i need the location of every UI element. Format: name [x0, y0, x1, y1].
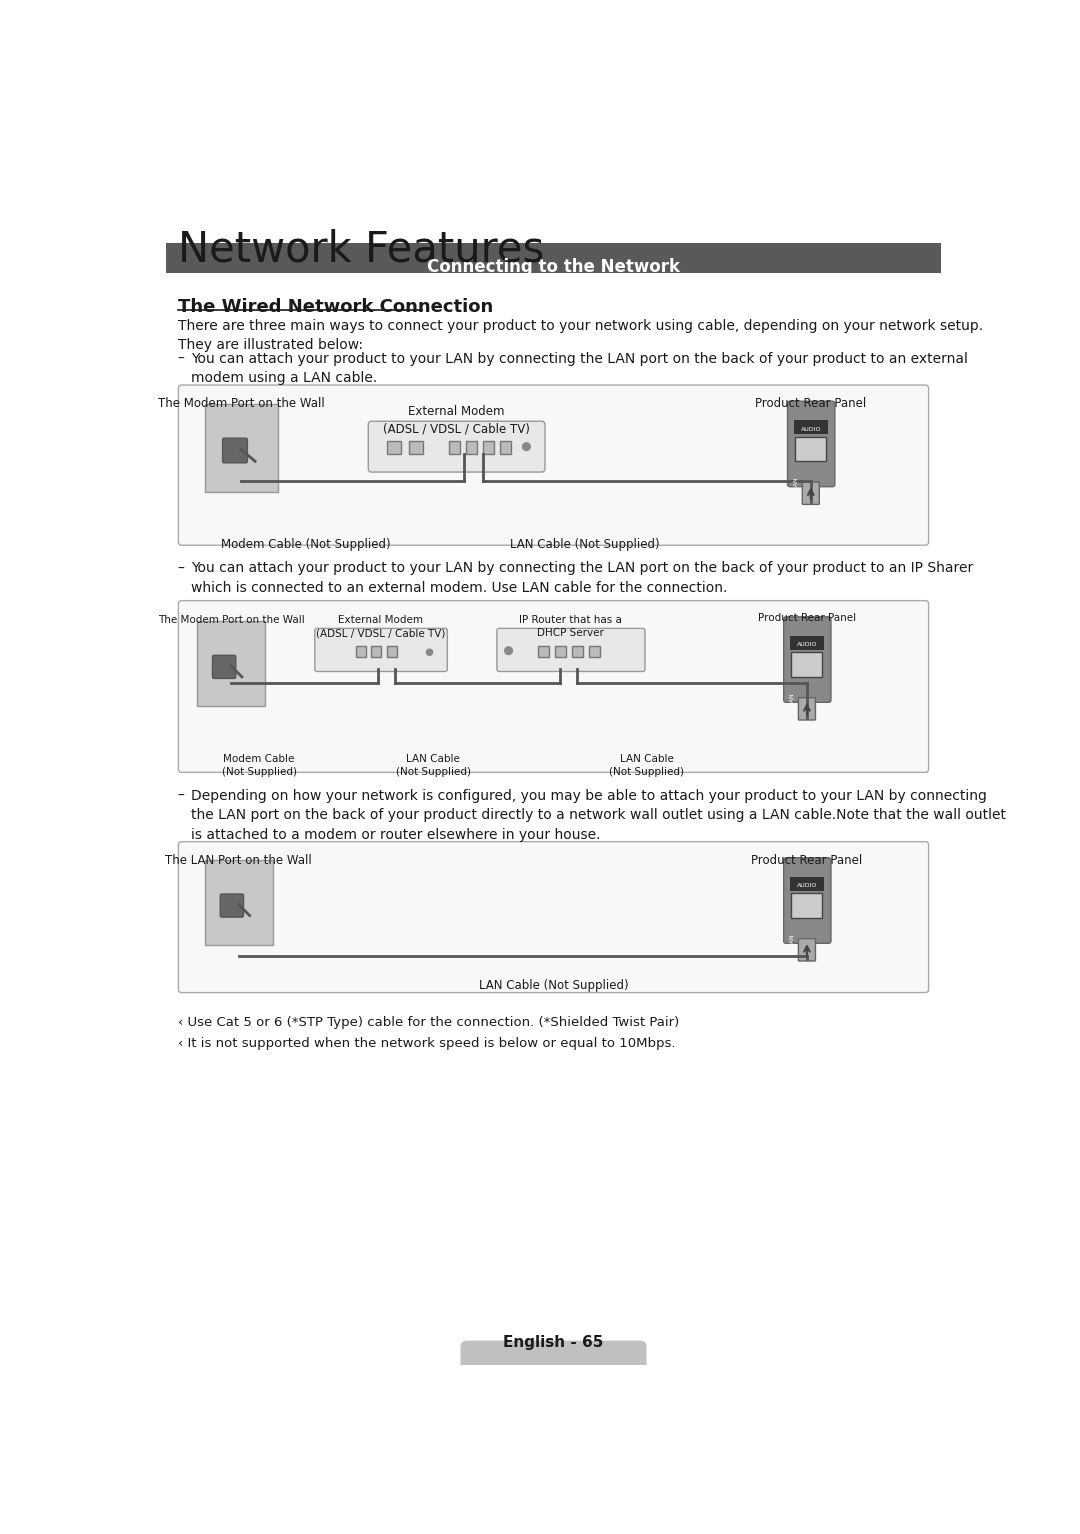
Text: Modem Cable
(Not Supplied): Modem Cable (Not Supplied) [221, 753, 297, 778]
FancyBboxPatch shape [372, 646, 381, 657]
Text: AUDIO: AUDIO [800, 426, 821, 431]
FancyBboxPatch shape [798, 698, 815, 719]
FancyBboxPatch shape [792, 652, 823, 676]
FancyBboxPatch shape [802, 482, 820, 505]
FancyBboxPatch shape [784, 617, 831, 703]
FancyBboxPatch shape [794, 420, 828, 434]
FancyBboxPatch shape [356, 646, 366, 657]
FancyBboxPatch shape [408, 442, 422, 454]
Text: –: – [177, 351, 185, 367]
Text: LAN Cable (Not Supplied): LAN Cable (Not Supplied) [478, 979, 629, 991]
FancyBboxPatch shape [178, 601, 929, 772]
FancyBboxPatch shape [220, 894, 243, 917]
Text: External Modem
(ADSL / VDSL / Cable TV): External Modem (ADSL / VDSL / Cable TV) [316, 615, 445, 638]
Text: The Wired Network Connection: The Wired Network Connection [177, 298, 492, 316]
Text: LAN Cable
(Not Supplied): LAN Cable (Not Supplied) [396, 753, 471, 778]
Circle shape [504, 647, 512, 655]
FancyBboxPatch shape [387, 442, 401, 454]
Text: You can attach your product to your LAN by connecting the LAN port on the back o: You can attach your product to your LAN … [191, 351, 968, 385]
Text: LAN Cable
(Not Supplied): LAN Cable (Not Supplied) [609, 753, 684, 778]
Text: LAN Cable (Not Supplied): LAN Cable (Not Supplied) [510, 538, 659, 551]
FancyBboxPatch shape [784, 858, 831, 943]
FancyBboxPatch shape [483, 442, 494, 454]
FancyBboxPatch shape [500, 442, 511, 454]
FancyBboxPatch shape [572, 646, 583, 657]
Text: Depending on how your network is configured, you may be able to attach your prod: Depending on how your network is configu… [191, 788, 1005, 842]
FancyBboxPatch shape [314, 629, 447, 672]
Text: External Modem
(ADSL / VDSL / Cable TV): External Modem (ADSL / VDSL / Cable TV) [383, 405, 530, 436]
Text: –: – [177, 788, 185, 802]
Text: Product Rear Panel: Product Rear Panel [755, 397, 866, 411]
Text: ‹ It is not supported when the network speed is below or equal to 10Mbps.: ‹ It is not supported when the network s… [177, 1037, 675, 1051]
Text: –: – [177, 561, 185, 575]
FancyBboxPatch shape [166, 244, 941, 273]
FancyBboxPatch shape [460, 1341, 647, 1384]
FancyBboxPatch shape [792, 893, 823, 917]
FancyBboxPatch shape [205, 861, 273, 945]
Text: Connecting to the Network: Connecting to the Network [427, 258, 680, 276]
Text: AUDIO: AUDIO [797, 643, 818, 647]
FancyBboxPatch shape [798, 939, 815, 960]
Text: ‹ Use Cat 5 or 6 (*STP Type) cable for the connection. (*Shielded Twist Pair): ‹ Use Cat 5 or 6 (*STP Type) cable for t… [177, 1016, 679, 1029]
Text: Network Features: Network Features [177, 229, 544, 270]
FancyBboxPatch shape [222, 439, 247, 463]
FancyBboxPatch shape [178, 842, 929, 992]
Text: The LAN Port on the Wall: The LAN Port on the Wall [165, 854, 312, 867]
FancyBboxPatch shape [555, 646, 566, 657]
Text: LAN: LAN [794, 477, 799, 489]
Text: You can attach your product to your LAN by connecting the LAN port on the back o: You can attach your product to your LAN … [191, 561, 973, 595]
FancyBboxPatch shape [590, 646, 600, 657]
FancyBboxPatch shape [197, 621, 266, 706]
Text: Product Rear Panel: Product Rear Panel [752, 854, 863, 867]
FancyBboxPatch shape [178, 385, 929, 545]
FancyBboxPatch shape [213, 655, 235, 678]
FancyBboxPatch shape [787, 402, 835, 486]
FancyBboxPatch shape [465, 442, 476, 454]
Text: English - 65: English - 65 [503, 1335, 604, 1350]
Text: AUDIO: AUDIO [797, 884, 818, 888]
FancyBboxPatch shape [789, 877, 824, 891]
Circle shape [427, 649, 433, 655]
FancyBboxPatch shape [205, 403, 279, 492]
FancyBboxPatch shape [538, 646, 549, 657]
Text: There are three main ways to connect your product to your network using cable, d: There are three main ways to connect you… [177, 319, 983, 353]
Text: The Modem Port on the Wall: The Modem Port on the Wall [158, 397, 325, 411]
Text: IP Router that has a
DHCP Server: IP Router that has a DHCP Server [519, 615, 622, 638]
FancyBboxPatch shape [368, 422, 545, 472]
FancyBboxPatch shape [795, 437, 826, 462]
Text: LAN: LAN [789, 692, 795, 706]
Circle shape [523, 443, 530, 451]
Text: The Modem Port on the Wall: The Modem Port on the Wall [158, 615, 305, 626]
Text: Product Rear Panel: Product Rear Panel [758, 614, 856, 623]
FancyBboxPatch shape [497, 629, 645, 672]
Text: Modem Cable (Not Supplied): Modem Cable (Not Supplied) [220, 538, 390, 551]
FancyBboxPatch shape [387, 646, 397, 657]
FancyBboxPatch shape [789, 637, 824, 650]
FancyBboxPatch shape [449, 442, 460, 454]
Text: LAN: LAN [789, 933, 795, 946]
